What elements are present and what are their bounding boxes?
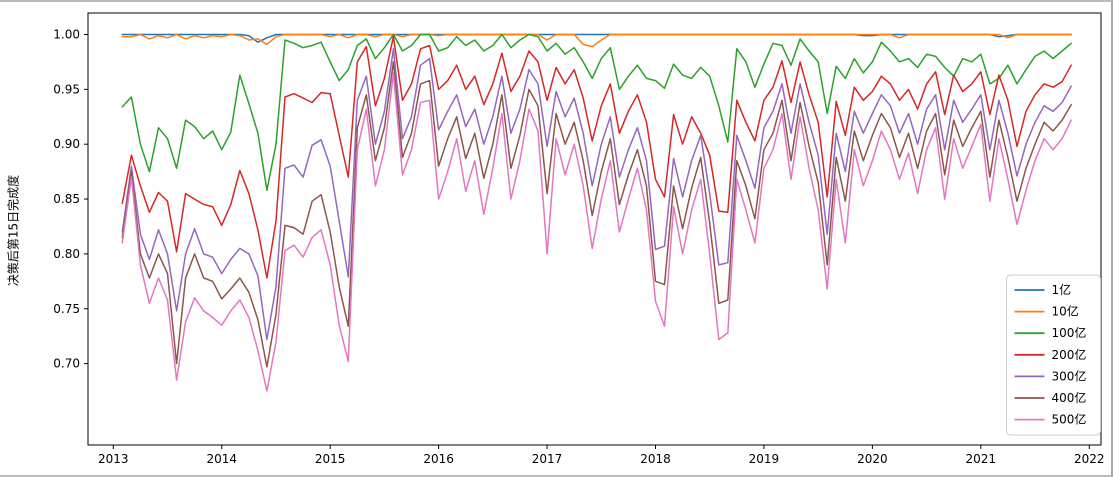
x-tick-label: 2015 bbox=[315, 452, 346, 466]
legend-label-1: 10亿 bbox=[1052, 304, 1079, 319]
x-tick-label: 2021 bbox=[966, 452, 997, 466]
series-line-2 bbox=[121, 33, 1072, 192]
x-tick-label: 2014 bbox=[206, 452, 237, 466]
legend-label-3: 200亿 bbox=[1052, 347, 1087, 362]
axes-frame bbox=[87, 12, 1102, 446]
y-tick-label: 0.90 bbox=[53, 137, 80, 151]
x-tick-label: 2017 bbox=[532, 452, 563, 466]
y-tick-label: 0.85 bbox=[53, 192, 80, 206]
legend-box bbox=[1006, 274, 1101, 436]
series-line-5 bbox=[121, 61, 1072, 368]
legend-label-2: 100亿 bbox=[1052, 325, 1087, 340]
series-line-3 bbox=[121, 35, 1072, 279]
x-tick-label: 2022 bbox=[1074, 452, 1105, 466]
x-tick-label: 2020 bbox=[857, 452, 888, 466]
x-tick-label: 2018 bbox=[640, 452, 671, 466]
series-line-0 bbox=[121, 33, 1072, 43]
y-tick-label: 1.00 bbox=[53, 28, 80, 42]
series-line-4 bbox=[121, 48, 1072, 341]
x-tick-label: 2013 bbox=[98, 452, 129, 466]
series-line-1 bbox=[121, 33, 1072, 48]
series-line-6 bbox=[121, 72, 1072, 392]
legend-label-6: 500亿 bbox=[1052, 412, 1087, 427]
y-tick-label: 0.95 bbox=[53, 82, 80, 96]
x-tick-label: 2016 bbox=[423, 452, 454, 466]
legend-label-0: 1亿 bbox=[1052, 282, 1072, 297]
legend-label-4: 300亿 bbox=[1052, 368, 1087, 383]
legend-label-5: 400亿 bbox=[1052, 390, 1087, 405]
y-tick-label: 0.80 bbox=[53, 247, 80, 261]
x-tick-label: 2019 bbox=[749, 452, 780, 466]
y-tick-label: 0.70 bbox=[53, 357, 80, 371]
y-tick-label: 0.75 bbox=[53, 302, 80, 316]
y-axis-label: 决策后第15日完成度 bbox=[6, 174, 21, 287]
